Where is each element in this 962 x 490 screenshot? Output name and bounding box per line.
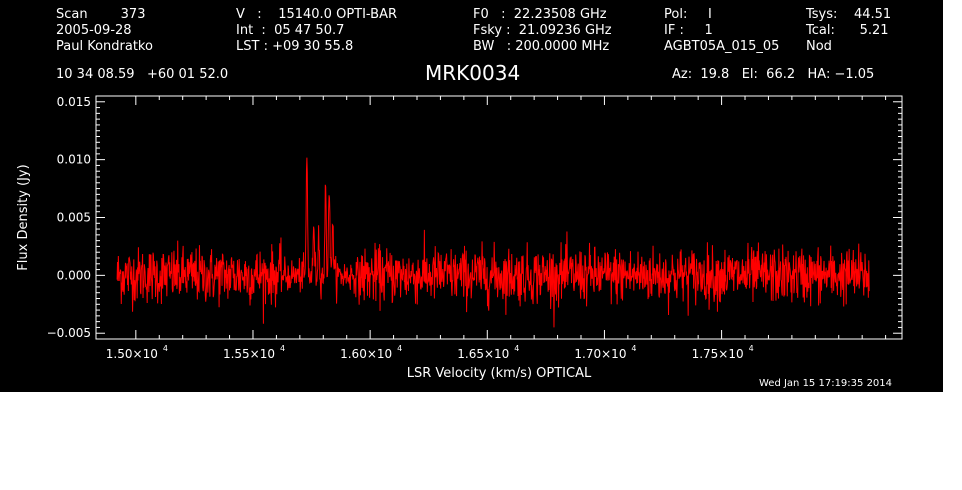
velocity-label: V : 15140.0 OPTI-BAR — [236, 7, 398, 22]
x-tick-label: 1.65×10 — [457, 347, 509, 361]
date-label: 2005-09-28 — [56, 23, 132, 38]
x-tick-label: 1.75×10 — [692, 347, 744, 361]
if-label: IF : 1 — [664, 23, 713, 38]
pointing-label: Az: 19.8 El: 66.2 HA: −1.05 — [672, 67, 875, 82]
x-tick-exponent: 4 — [163, 344, 168, 353]
y-tick-label: 0.010 — [57, 153, 91, 167]
observer-label: Paul Kondratko — [56, 39, 153, 54]
x-tick-label: 1.70×10 — [574, 347, 626, 361]
x-tick-exponent: 4 — [514, 344, 519, 353]
source-name: MRK0034 — [425, 61, 521, 85]
y-tick-label: 0.005 — [57, 211, 91, 225]
fsky-label: Fsky : 21.09236 GHz — [473, 23, 612, 38]
lst-label: LST : +09 30 55.8 — [236, 39, 354, 54]
f0-label: F0 : 22.23508 GHz — [473, 7, 607, 22]
spectrum-line — [116, 157, 870, 328]
x-tick-exponent: 4 — [631, 344, 636, 353]
x-tick-label: 1.50×10 — [106, 347, 158, 361]
scan-label: Scan 373 — [56, 7, 146, 22]
plot-frame — [95, 95, 903, 340]
tsys-label: Tsys: 44.51 — [806, 7, 892, 22]
x-tick-exponent: 4 — [749, 344, 754, 353]
tcal-label: Tcal: 5.21 — [806, 23, 889, 38]
timestamp: Wed Jan 15 17:19:35 2014 — [759, 378, 893, 389]
x-tick-exponent: 4 — [280, 344, 285, 353]
y-tick-label: −0.005 — [47, 326, 91, 340]
coordinates-label: 10 34 08.59 +60 01 52.0 — [56, 67, 229, 82]
int-label: Int : 05 47 50.7 — [236, 23, 345, 38]
x-tick-label: 1.60×10 — [340, 347, 392, 361]
x-axis-title: LSR Velocity (km/s) OPTICAL — [407, 366, 592, 381]
x-tick-exponent: 4 — [397, 344, 402, 353]
y-axis-title: Flux Density (Jy) — [16, 164, 31, 270]
y-tick-label: 0.000 — [57, 268, 91, 282]
pol-label: Pol: I — [664, 7, 712, 22]
spectrum-chart: 1.50×10 4 1.55×10 4 1.60×10 4 1.65×10 4 1.70×10 4… — [16, 95, 903, 381]
project-label: AGBT05A_015_05 — [664, 39, 780, 54]
procedure-label: Nod — [806, 39, 832, 54]
x-tick-label: 1.55×10 — [223, 347, 275, 361]
bw-label: BW : 200.0000 MHz — [473, 39, 610, 54]
y-tick-label: 0.015 — [57, 95, 91, 109]
plot-panel: Scan 373 V : 15140.0 OPTI-BAR F0 : 22.23… — [0, 0, 943, 392]
